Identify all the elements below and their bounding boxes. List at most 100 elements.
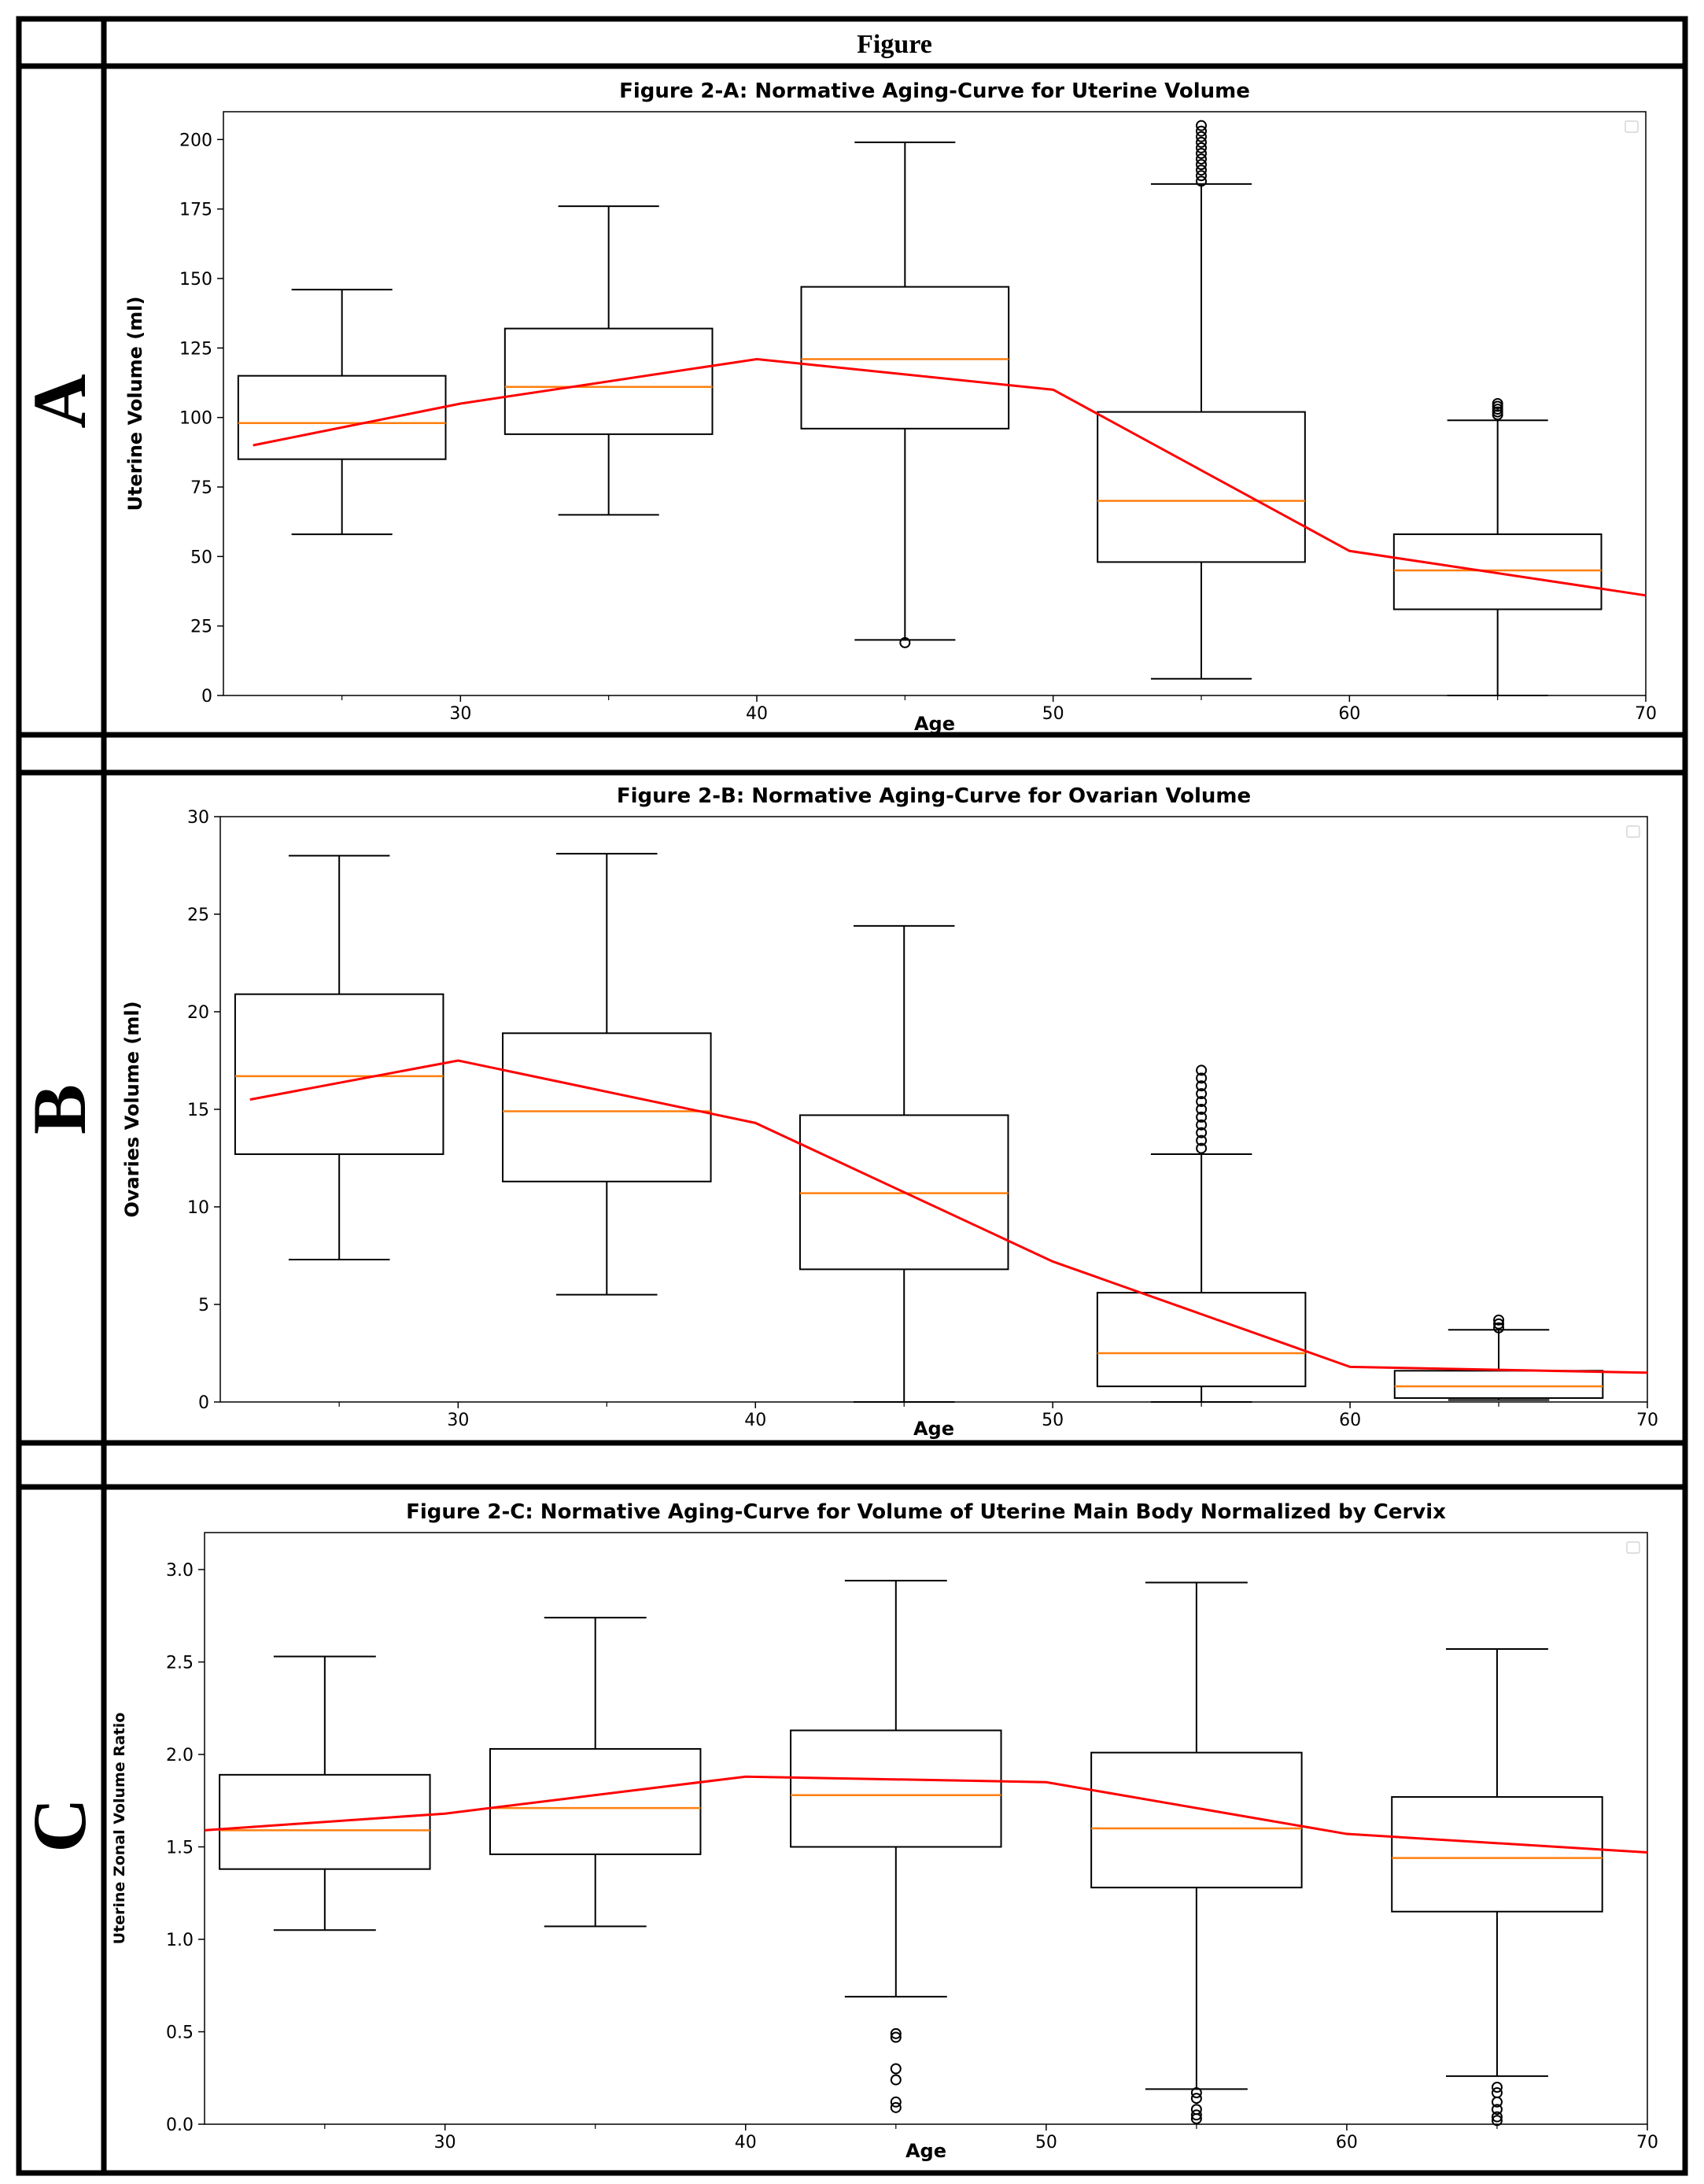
iqr-box bbox=[1090, 1751, 1303, 1889]
y-tick-label: 3.0 bbox=[166, 1561, 194, 1581]
iqr-box bbox=[1393, 1370, 1604, 1400]
iqr-box bbox=[1391, 1796, 1603, 1913]
y-tick-label: 150 bbox=[179, 270, 212, 290]
outlier-point bbox=[1196, 175, 1207, 187]
iqr-box bbox=[790, 1729, 1002, 1848]
x-tick-label: 50 bbox=[1042, 1411, 1064, 1430]
y-tick-label: 30 bbox=[187, 808, 209, 828]
outlier-point bbox=[899, 636, 911, 648]
box-5 bbox=[1392, 398, 1603, 696]
y-tick-label: 10 bbox=[187, 1198, 209, 1218]
trend-line bbox=[249, 1059, 1648, 1374]
plot-area bbox=[223, 111, 1647, 696]
outlier-point bbox=[1196, 125, 1207, 137]
box-2 bbox=[502, 853, 712, 1296]
outlier-point bbox=[890, 2101, 902, 2113]
legend-box bbox=[1626, 1541, 1640, 1554]
y-tick-label: 200 bbox=[179, 131, 212, 150]
outlier-point bbox=[1491, 2115, 1503, 2127]
y-tick-label: 2.0 bbox=[166, 1746, 194, 1765]
outlier-point bbox=[1196, 136, 1207, 148]
y-axis-label: Uterine Volume (ml) bbox=[124, 297, 146, 511]
outlier-point bbox=[890, 2074, 902, 2086]
panel-letter-c: C bbox=[17, 1798, 101, 1852]
outlier-point bbox=[890, 2096, 902, 2108]
box-3 bbox=[790, 1580, 1002, 2113]
outlier-point bbox=[1491, 2104, 1503, 2116]
box-2 bbox=[503, 205, 714, 516]
plot-area bbox=[219, 816, 1648, 1403]
y-tick-label: 50 bbox=[190, 548, 212, 567]
outlier-point bbox=[1190, 2112, 1202, 2124]
iqr-box bbox=[800, 286, 1010, 430]
outlier-point bbox=[1493, 1314, 1505, 1326]
x-tick-label: 30 bbox=[447, 1411, 469, 1430]
plot-area bbox=[204, 1532, 1648, 2125]
chart-title: Figure 2-A: Normative Aging-Curve for Ut… bbox=[619, 79, 1250, 103]
x-tick-label: 40 bbox=[735, 2133, 757, 2153]
y-tick-label: 175 bbox=[179, 201, 212, 220]
y-tick-label: 0 bbox=[198, 1393, 209, 1413]
x-tick-label: 30 bbox=[434, 2133, 456, 2153]
outlier-point bbox=[1196, 1111, 1208, 1123]
y-tick-label: 2.5 bbox=[166, 1654, 194, 1673]
outlier-point bbox=[1491, 2111, 1503, 2123]
iqr-box bbox=[219, 1773, 431, 1870]
box-2 bbox=[489, 1617, 702, 1928]
outlier-point bbox=[1190, 2109, 1202, 2121]
outlier-point bbox=[1196, 1127, 1208, 1138]
y-tick-label: 20 bbox=[187, 1003, 209, 1023]
y-tick-label: 75 bbox=[190, 478, 212, 498]
iqr-box bbox=[1097, 411, 1306, 563]
box-5 bbox=[1393, 1314, 1604, 1401]
outlier-point bbox=[1196, 1096, 1208, 1108]
y-axis-label: Uterine Zonal Volume Ratio bbox=[111, 1713, 128, 1945]
panel-letter-a: A bbox=[17, 374, 101, 428]
outlier-point bbox=[890, 2063, 902, 2075]
outlier-point bbox=[1196, 1072, 1208, 1084]
y-tick-label: 0 bbox=[201, 687, 212, 706]
x-tick-label: 60 bbox=[1338, 704, 1360, 724]
outlier-point bbox=[1196, 142, 1207, 153]
x-tick-label: 50 bbox=[1035, 2133, 1057, 2153]
outlier-point bbox=[1492, 398, 1503, 409]
y-tick-label: 0.0 bbox=[166, 2116, 194, 2135]
x-tick-label: 30 bbox=[449, 704, 471, 724]
box-3 bbox=[799, 924, 1009, 1403]
trend-line bbox=[253, 357, 1647, 597]
outlier-point bbox=[1196, 1104, 1208, 1115]
outlier-point bbox=[1196, 131, 1207, 142]
outlier-point bbox=[1190, 2093, 1202, 2105]
outlier-point bbox=[1196, 153, 1207, 165]
outlier-point bbox=[1196, 148, 1207, 159]
box-5 bbox=[1391, 1648, 1603, 2127]
x-tick-label: 40 bbox=[746, 704, 768, 724]
panel-letter-b: B bbox=[17, 1084, 101, 1134]
box-1 bbox=[237, 289, 447, 536]
y-tick-label: 100 bbox=[179, 409, 212, 429]
chart-uterine-volume: Figure 2-A: Normative Aging-Curve for Ut… bbox=[124, 79, 1657, 735]
box-1 bbox=[234, 854, 444, 1260]
iqr-box bbox=[1096, 1292, 1307, 1388]
outlier-point bbox=[890, 2031, 902, 2043]
outlier-point bbox=[1491, 2082, 1503, 2093]
iqr-box bbox=[503, 327, 714, 435]
x-axis-label: Age bbox=[905, 2140, 946, 2162]
y-axis-label: Ovaries Volume (ml) bbox=[121, 1001, 143, 1217]
box-4 bbox=[1096, 1064, 1307, 1403]
x-tick-label: 40 bbox=[744, 1411, 766, 1430]
chart-ovarian-volume: Figure 2-B: Normative Aging-Curve for Ov… bbox=[121, 784, 1658, 1440]
x-tick-label: 60 bbox=[1336, 2133, 1358, 2153]
x-tick-label: 70 bbox=[1636, 2133, 1658, 2153]
x-tick-label: 50 bbox=[1042, 704, 1064, 724]
outlier-point bbox=[1493, 1322, 1505, 1334]
iqr-box bbox=[1392, 533, 1603, 611]
legend-box bbox=[1625, 120, 1639, 133]
outlier-point bbox=[1196, 1134, 1208, 1146]
chart-title: Figure 2-B: Normative Aging-Curve for Ov… bbox=[617, 784, 1251, 808]
x-tick-label: 70 bbox=[1636, 1411, 1658, 1430]
box-4 bbox=[1097, 120, 1306, 680]
outlier-point bbox=[890, 2027, 902, 2039]
outlier-point bbox=[1196, 159, 1207, 171]
